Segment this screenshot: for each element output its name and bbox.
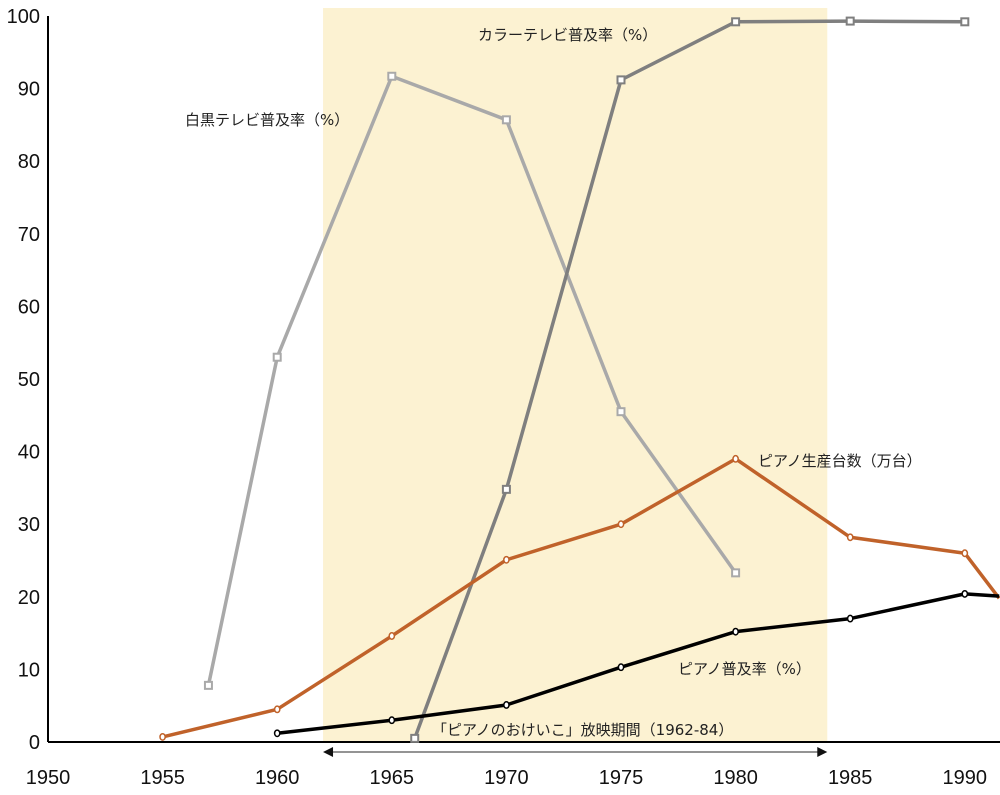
data-point-marker [501,484,511,494]
data-point-marker [961,549,969,558]
data-point-marker [272,352,282,362]
y-tick-label: 100 [7,6,40,28]
highlight-band [323,8,828,742]
data-point-marker [731,568,741,578]
series-label: ピアノ普及率（%） [678,660,811,678]
data-point-marker [387,71,397,81]
x-tick-label: 1965 [370,767,415,789]
series-line [206,74,738,686]
series-label: 白黒テレビ普及率（%） [185,111,349,129]
y-tick-label: 80 [18,151,40,173]
series-lines [159,16,1000,743]
x-tick-label: 1975 [599,767,644,789]
data-point-marker [845,16,855,26]
series-0 [203,71,741,690]
arrow-left-icon [323,747,334,757]
y-tick-label: 10 [18,659,40,681]
y-tick-label: 90 [18,79,40,101]
data-point-marker [961,589,969,598]
series-label: 「ピアノのおけいこ」放映期間（1962-84） [432,721,733,739]
series-label: カラーテレビ普及率（%） [478,26,657,44]
data-point-marker [846,614,854,623]
x-tick-label: 1980 [713,767,758,789]
series-2 [159,454,1000,741]
data-point-marker [731,17,741,27]
x-tick-label: 1985 [828,767,873,789]
data-point-marker [732,454,739,463]
x-tick-label: 1960 [255,767,300,789]
y-tick-label: 40 [18,442,40,464]
series-label: ピアノ生産台数（万台） [758,452,922,470]
data-point-marker [617,520,625,529]
x-tick-label: 1955 [140,767,185,789]
data-point-marker [273,729,281,738]
x-tick-label: 1970 [484,767,529,789]
x-tick-label: 1950 [26,767,71,789]
axes: 0 10 20 30 40 50 60 70 80 90 100 1950 1955 1960 1965 19… [7,6,1000,789]
data-point-marker [388,716,396,725]
annotations: 白黒テレビ普及率（%） カラーテレビ普及率（%） ピアノ生産台数（万台） ピアノ普及率… [185,26,922,739]
data-point-marker [503,555,510,564]
y-tick-label: 50 [18,369,40,391]
y-tick-label: 0 [29,732,40,754]
data-point-marker [616,75,626,85]
data-point-marker [501,115,511,125]
x-tick-label: 1990 [943,767,988,789]
series-line [413,19,965,739]
data-point-marker [410,733,420,743]
y-tick-label: 60 [18,296,40,318]
data-point-marker [616,407,626,417]
data-point-marker [732,627,739,636]
series-3 [273,589,1000,738]
series-1 [410,16,970,743]
data-point-marker [203,680,213,690]
data-point-marker [388,632,396,640]
data-point-marker [273,705,281,714]
data-point-marker [503,701,510,709]
data-point-marker [960,17,970,27]
arrow-right-icon [817,747,828,757]
series-line [277,592,1000,736]
data-point-marker [159,732,166,741]
data-point-marker [846,533,854,542]
broadcast-period-band [323,8,828,742]
y-tick-label: 30 [18,514,40,536]
y-tick-label: 70 [18,224,40,246]
y-tick-label: 20 [18,587,40,609]
data-point-marker [617,663,625,672]
